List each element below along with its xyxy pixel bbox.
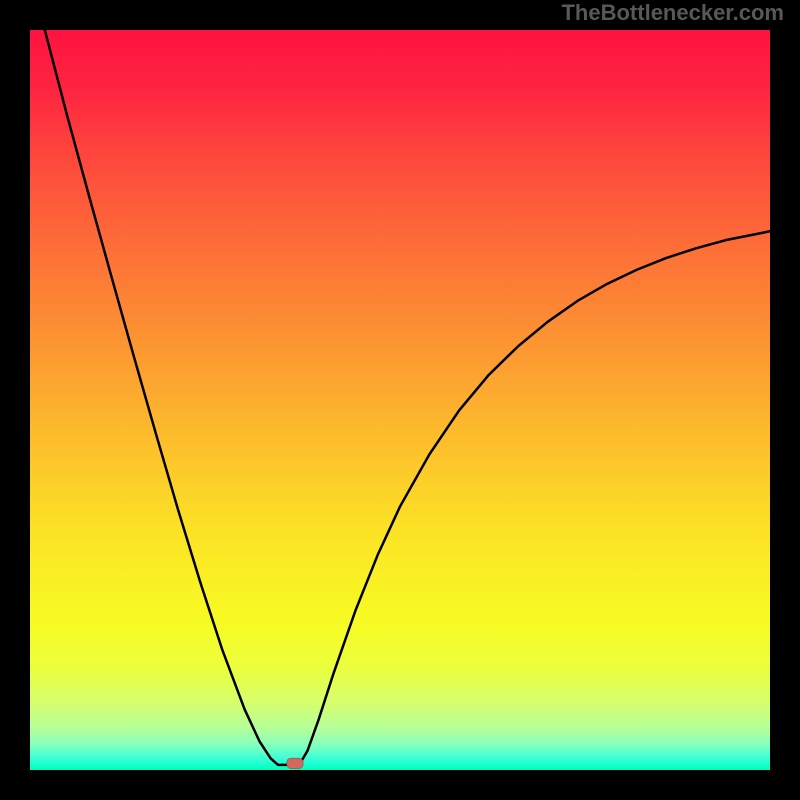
plot-background xyxy=(30,30,770,770)
bottleneck-curve-chart xyxy=(0,0,800,800)
chart-container: TheBottlenecker.com xyxy=(0,0,800,800)
optimal-point-marker xyxy=(287,758,303,768)
watermark-text: TheBottlenecker.com xyxy=(561,0,784,26)
